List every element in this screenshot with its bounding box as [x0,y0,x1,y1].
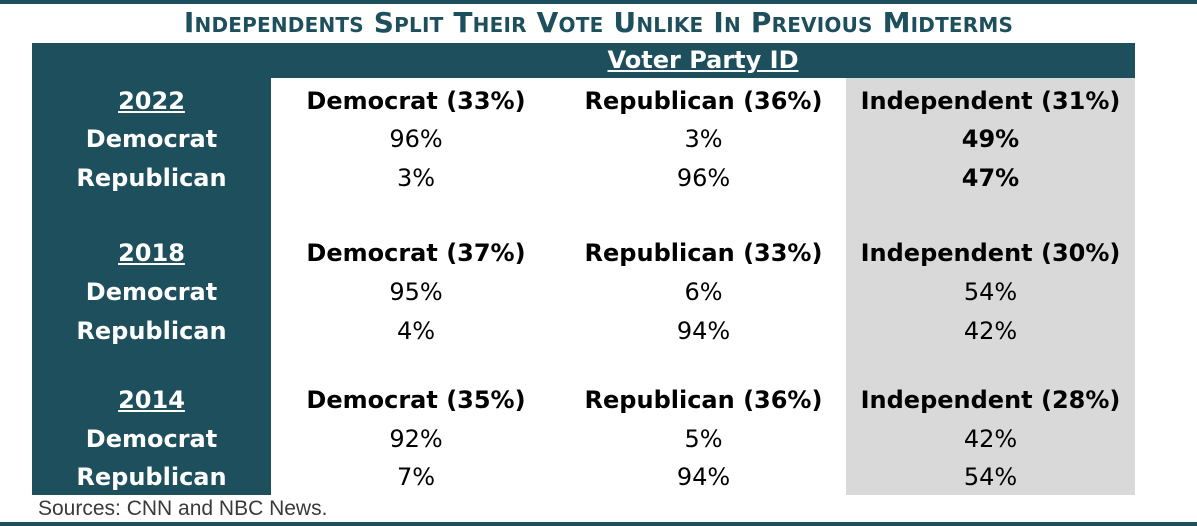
row-label-republican: Republican [76,317,227,345]
row-label-democrat: Democrat [85,425,218,453]
table-cell: 42% [963,425,1018,453]
table-cell: 47% [961,164,1020,192]
row-label-democrat: Democrat [85,278,218,306]
table-cell: 3% [684,125,723,153]
col-header-republican: Republican (36%) [584,87,823,115]
table-cell: 95% [389,278,443,306]
year-label-2014: 2014 [118,386,185,414]
year-label-2022: 2022 [118,87,185,115]
table-cell: 7% [396,463,436,491]
row-label-republican: Republican [76,164,227,192]
col-header-independent: Independent (31%) [860,87,1121,115]
year-label-2018: 2018 [118,239,185,267]
header-bar [271,43,1135,78]
bottom-rule [0,522,1197,526]
results-table: Voter Party ID 2022 Democrat (33%) Repub… [32,43,1135,495]
table-cell: 96% [676,164,731,192]
source-note: Sources: CNN and NBC News. [38,497,328,520]
table-cell: 92% [389,425,443,453]
table-cell: 6% [684,278,723,306]
table-cell: 94% [676,463,731,491]
table-cell: 5% [684,425,723,453]
col-header-independent: Independent (28%) [860,386,1121,414]
table-cell: 54% [963,278,1018,306]
row-label-republican: Republican [76,463,227,491]
table-cell: 54% [963,463,1018,491]
col-header-democrat: Democrat (35%) [306,386,526,414]
table-cell: 3% [396,164,436,192]
chart-title: Independents Split Their Vote Unlike In … [183,6,1014,39]
independent-column-highlight [846,78,1135,495]
col-header-independent: Independent (30%) [860,239,1121,267]
col-header-democrat: Democrat (37%) [306,239,526,267]
col-header-democrat: Democrat (33%) [306,87,526,115]
col-header-republican: Republican (33%) [584,239,823,267]
table-cell: 4% [396,317,436,345]
top-rule [0,0,1197,4]
row-label-column [32,43,271,495]
col-header-republican: Republican (36%) [584,386,823,414]
table-cell: 96% [389,125,443,153]
table-cell: 42% [963,317,1018,345]
table-cell: 94% [676,317,731,345]
row-label-democrat: Democrat [85,125,218,153]
voter-party-id-header: Voter Party ID [607,46,799,74]
table-cell: 49% [961,125,1020,153]
